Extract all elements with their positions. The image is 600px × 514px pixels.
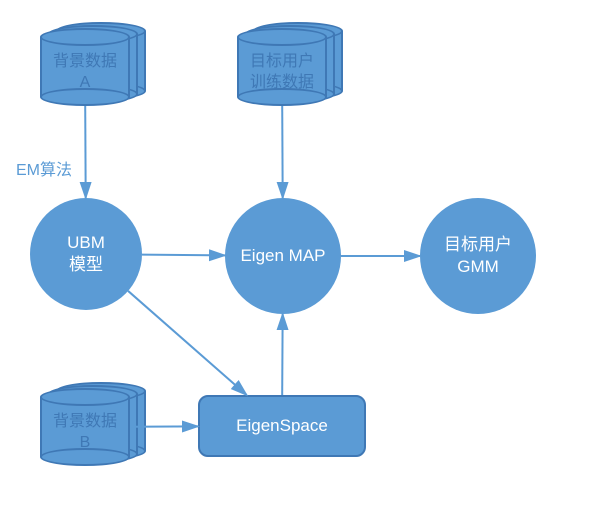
cylinder-label: 背景数据A: [40, 52, 130, 94]
cylinder-bg-a: 背景数据A: [40, 28, 146, 122]
cylinder-label: 背景数据B: [40, 412, 130, 454]
node-eigen-map: Eigen MAP: [225, 198, 341, 314]
node-label: EigenSpace: [236, 415, 328, 437]
node-gmm: 目标用户GMM: [420, 198, 536, 314]
flowchart-canvas: 背景数据A 目标用户训练数据 背景数据B UBM模型 Eigen MAP 目标用…: [0, 0, 600, 514]
edge-label-em: EM算法: [16, 156, 72, 180]
cylinder-label: 目标用户训练数据: [237, 52, 327, 94]
node-label: UBM模型: [67, 232, 105, 276]
node-label: Eigen MAP: [240, 245, 325, 267]
cylinder-bg-b: 背景数据B: [40, 388, 146, 482]
cylinder-target-train: 目标用户训练数据: [237, 28, 343, 122]
node-eigenspace: EigenSpace: [198, 395, 366, 457]
node-ubm: UBM模型: [30, 198, 142, 310]
node-label: 目标用户GMM: [444, 234, 512, 278]
